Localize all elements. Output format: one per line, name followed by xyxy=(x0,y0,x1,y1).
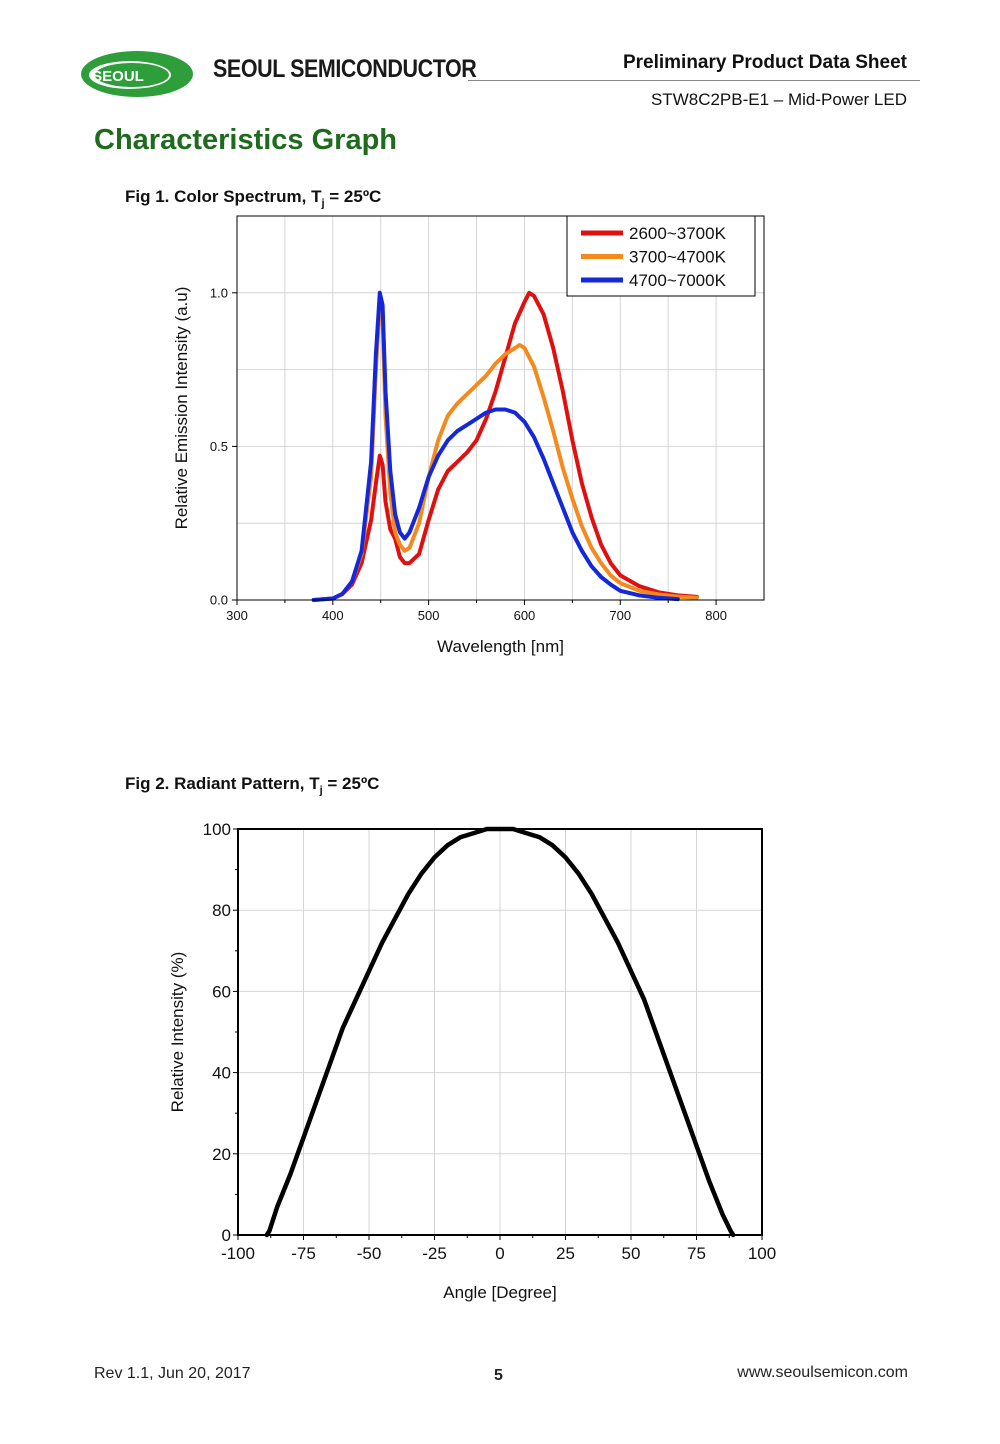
x-tick-label: 300 xyxy=(226,608,248,623)
fig1-caption-pre: Fig 1. Color Spectrum, T xyxy=(125,187,322,206)
x-tick-label: 75 xyxy=(687,1244,706,1263)
x-tick-label: 100 xyxy=(748,1244,776,1263)
fig2-caption: Fig 2. Radiant Pattern, Tj = 25ºC xyxy=(125,774,379,796)
x-axis-title: Wavelength [nm] xyxy=(437,637,564,656)
x-tick-label: 50 xyxy=(622,1244,641,1263)
doc-title: Preliminary Product Data Sheet xyxy=(622,52,907,73)
color-spectrum-chart: 300 400 500 600 700 800 0.0 0.5 1.0 Wavelength [n… xyxy=(172,215,765,656)
fig2-caption-post: = 25ºC xyxy=(322,774,380,793)
fig1-caption-sub: j xyxy=(321,197,325,210)
legend-label: 4700~7000K xyxy=(629,271,727,290)
y-tick-label: 0.0 xyxy=(210,593,228,608)
brand-name: SEOUL SEMICONDUCTOR xyxy=(213,55,477,83)
seoul-logo: SEOUL xyxy=(81,51,193,97)
fig1-caption: Fig 1. Color Spectrum, Tj = 25ºC xyxy=(125,187,381,209)
y-tick-label: 80 xyxy=(212,901,231,920)
x-tick-label: -75 xyxy=(291,1244,316,1263)
y-axis-title: Relative Intensity (%) xyxy=(168,952,187,1113)
y-axis-title: Relative Emission Intensity (a.u) xyxy=(172,287,191,530)
fig2-caption-sub: j xyxy=(319,784,323,797)
y-tick-label: 40 xyxy=(212,1064,231,1083)
x-tick-label: 700 xyxy=(609,608,631,623)
radiant-pattern-chart: -100 -75 -50 -25 0 25 50 75 100 0 20 40 60 80 100 Angle… xyxy=(168,820,776,1302)
y-tick-label: 100 xyxy=(203,820,231,839)
legend-label: 3700~4700K xyxy=(629,248,727,267)
fig1-caption-post: = 25ºC xyxy=(324,187,382,206)
fig2-caption-pre: Fig 2. Radiant Pattern, T xyxy=(125,774,320,793)
y-tick-label: 1.0 xyxy=(210,285,228,300)
x-tick-label: 800 xyxy=(705,608,727,623)
series-line-0 xyxy=(311,290,699,602)
footer-revision: Rev 1.1, Jun 20, 2017 xyxy=(94,1365,251,1382)
x-tick-label: -50 xyxy=(357,1244,382,1263)
doc-subtitle: STW8C2PB-E1 – Mid-Power LED xyxy=(650,90,907,109)
x-tick-label: 500 xyxy=(418,608,440,623)
logo-core-ellipse xyxy=(95,63,169,87)
x-tick-label: 0 xyxy=(495,1244,504,1263)
header-rule xyxy=(468,80,920,81)
logo-text: SEOUL xyxy=(92,68,144,85)
x-tick-label: 400 xyxy=(322,608,344,623)
plot-frame xyxy=(236,215,765,601)
footer-page-number: 5 xyxy=(494,1367,503,1384)
legend-label: 2600~3700K xyxy=(629,224,727,243)
y-tick-label: 0 xyxy=(222,1226,231,1245)
section-title: Characteristics Graph xyxy=(94,124,398,156)
x-tick-label: -100 xyxy=(221,1244,255,1263)
y-tick-label: 0.5 xyxy=(210,439,228,454)
footer-website[interactable]: www.seoulsemicon.com xyxy=(737,1364,908,1381)
series-line-2 xyxy=(311,290,680,602)
y-tick-label: 20 xyxy=(212,1145,231,1164)
x-axis-title: Angle [Degree] xyxy=(443,1283,556,1302)
y-tick-label: 60 xyxy=(212,982,231,1001)
x-tick-label: 600 xyxy=(514,608,536,623)
x-tick-label: 25 xyxy=(556,1244,575,1263)
x-tick-label: -25 xyxy=(422,1244,447,1263)
